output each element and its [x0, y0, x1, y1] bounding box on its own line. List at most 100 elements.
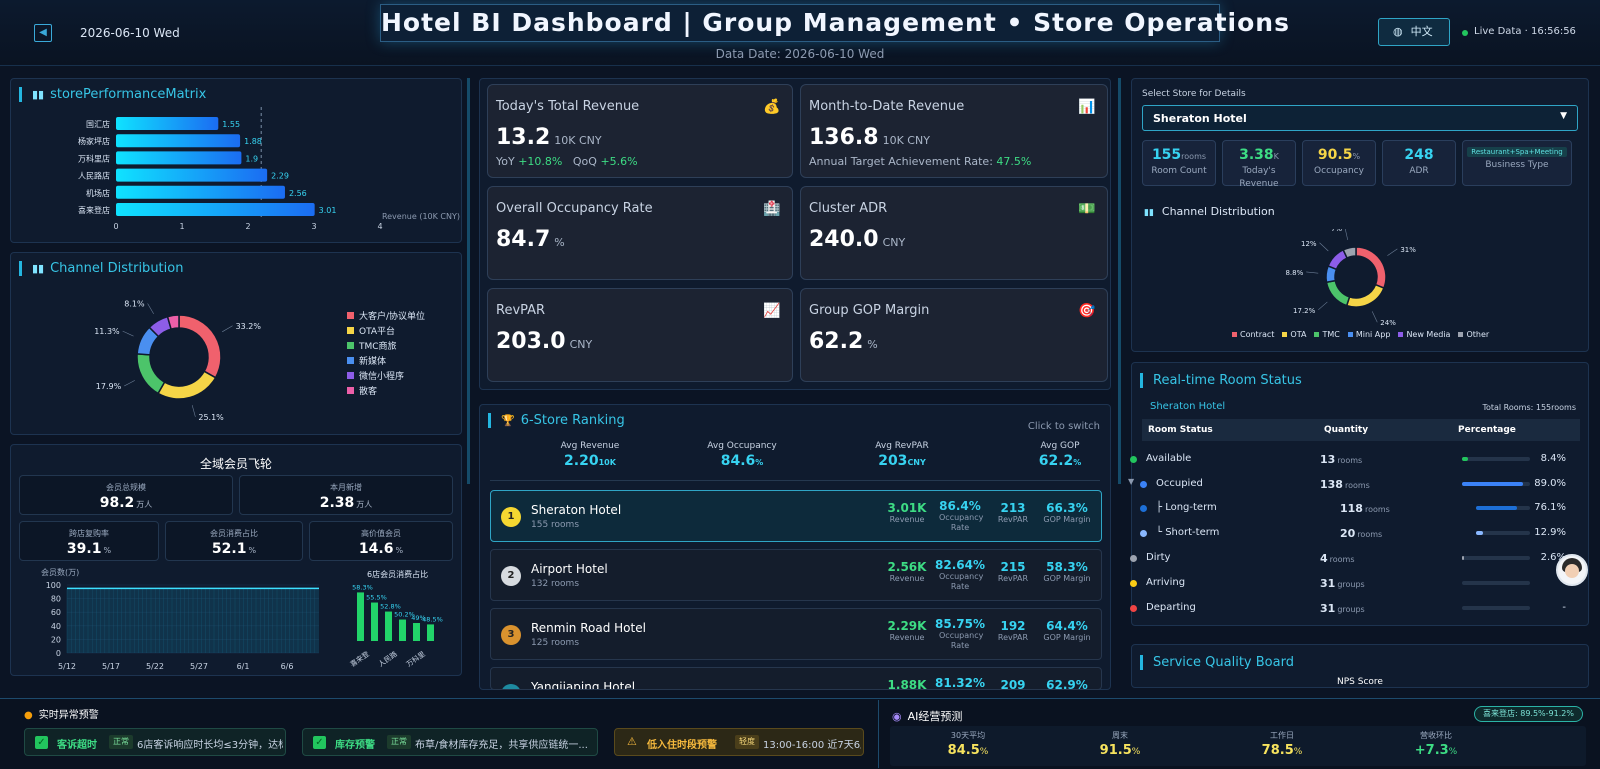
room-status-pct: 76.1% — [1534, 502, 1566, 513]
metric-label: Occupancy Rate — [939, 513, 984, 532]
target-icon: 🎯 — [1078, 303, 1096, 319]
live-dot-icon — [1462, 30, 1468, 36]
average-unit: % — [1073, 458, 1082, 467]
ai-value: 78.5 — [1261, 743, 1294, 758]
store-row[interactable]: 3 Renmin Road Hotel 125 rooms 2.29K Reven… — [490, 608, 1102, 660]
legend-label: TMC商旅 — [359, 342, 397, 352]
x-tick-label: 5/22 — [146, 662, 164, 671]
pie-slice — [136, 353, 166, 395]
alert-item[interactable]: ✓ 客诉超时 正常 6店客诉响应时长均≤3分钟，达标 — [24, 728, 286, 756]
slice-label: 31% — [1400, 246, 1416, 254]
business-label: Business Type — [1485, 160, 1549, 170]
legend-item[interactable]: TMC商旅 — [347, 339, 425, 354]
legend-item[interactable]: 散客 — [347, 384, 425, 399]
store-gop-value: 64.4% — [1046, 619, 1088, 633]
label-leader — [1306, 271, 1319, 274]
room-status-qty: 31 groups — [1320, 577, 1365, 590]
label-leader — [1371, 311, 1378, 323]
value-label: 2.56 — [289, 189, 307, 198]
room-status-unit: rooms — [1329, 555, 1355, 564]
legend-item[interactable]: New Media — [1398, 330, 1450, 339]
legend-item[interactable]: Contract — [1232, 330, 1274, 339]
kpi-label: Month-to-Date Revenue — [809, 99, 965, 114]
ranking-separator — [490, 480, 1100, 481]
money-icon: 💵 — [1078, 201, 1096, 217]
kpi-sub-label: YoY — [496, 155, 519, 168]
room-status-qty-value: 20 — [1340, 527, 1356, 540]
alert-item[interactable]: ✓ 库存预警 正常 布草/食材库存充足，共享供应链统一... — [302, 728, 598, 756]
member-card-repurchase: 跨店复购率 39.1% — [19, 521, 159, 561]
room-status-qty: 31 groups — [1320, 602, 1365, 615]
legend-item[interactable]: Other — [1458, 330, 1489, 339]
room-status-title: Real-time Room Status — [1153, 373, 1302, 388]
legend-item[interactable]: OTA平台 — [347, 324, 425, 339]
store-revenue: 2.29K Revenue — [885, 619, 929, 643]
legend-item[interactable]: 微信小程序 — [347, 369, 425, 384]
room-status-bar — [1462, 556, 1530, 560]
store-row[interactable]: 1 Sheraton Hotel 155 rooms 3.01K Revenue … — [490, 490, 1102, 542]
room-status-row: Dirty 4 rooms 2.6% — [1128, 548, 1572, 570]
nps-label: NPS Score — [1337, 677, 1383, 687]
room-status-label: Dirty — [1146, 552, 1171, 563]
ranking-hint[interactable]: Click to switch — [1027, 421, 1100, 432]
legend-item[interactable]: Mini App — [1347, 330, 1390, 339]
pie-slice — [1355, 246, 1387, 290]
legend-label: 散客 — [359, 387, 378, 397]
member-card-value: 39.1 — [66, 541, 102, 557]
room-status-label: Occupied — [1156, 478, 1203, 489]
page-title: Hotel BI Dashboard | Group Management • … — [380, 4, 1289, 42]
kpi-value: 62.2% — [809, 329, 878, 354]
trophy-icon: 🏆 — [501, 414, 515, 427]
collapse-caret-icon[interactable]: ▼ — [1128, 477, 1135, 486]
x-tick-label: 4 — [377, 222, 382, 231]
member-card-unit: % — [103, 546, 112, 555]
status-dot-icon — [1130, 456, 1137, 463]
back-button[interactable]: ◀ — [34, 24, 52, 42]
legend-swatch-icon — [1347, 332, 1353, 337]
store-occupancy: 85.75% Occupancy Rate — [931, 617, 989, 651]
kpi-sub-value: 47.5% — [996, 155, 1032, 168]
warning-icon: ⚠ — [627, 735, 637, 748]
x-tick-label: 0 — [113, 222, 118, 231]
alert-tag: 正常 — [387, 735, 411, 749]
legend-item[interactable]: 大客户/协议单位 — [347, 309, 425, 324]
member-card-high-value: 高价值会员 14.6% — [309, 521, 453, 561]
legend-item[interactable]: 新媒体 — [347, 354, 425, 369]
y-tick-label: 0 — [56, 649, 61, 658]
kpi-label: Group GOP Margin — [809, 303, 930, 318]
store-rooms: 155 rooms — [531, 520, 580, 530]
alert-item[interactable]: ⚠ 低入住时段预警 轻度 13:00-16:00 近7天6店 — [614, 728, 864, 756]
kpi-value-number: 240.0 — [809, 227, 879, 252]
member-bar-title: 6店会员消费占比 — [367, 570, 429, 579]
category-label: 万科里 — [404, 649, 426, 668]
room-status-qty-value: 138 — [1320, 478, 1343, 491]
legend-item[interactable]: OTA — [1282, 330, 1306, 339]
header-status: Room Status — [1148, 425, 1213, 435]
store-stat-number: 3.38 — [1239, 147, 1274, 163]
store-select[interactable]: Sheraton Hotel ▼ — [1142, 105, 1578, 131]
language-button[interactable]: ◍ 中文 — [1378, 18, 1450, 46]
store-stat-number: 155 — [1151, 147, 1182, 163]
room-status-label: Available — [1146, 453, 1192, 464]
value-label: 48.5% — [422, 615, 443, 623]
panel-title: ▮▮ storePerformanceMatrix — [19, 87, 206, 102]
label-leader — [1387, 248, 1398, 256]
ai-unit: % — [1131, 747, 1141, 757]
slice-label: 24% — [1380, 319, 1396, 325]
store-row[interactable]: 2 Airport Hotel 132 rooms 2.56K Revenue 8… — [490, 549, 1102, 601]
store-row[interactable]: 4 Yangjiaping Hotel 1.88KRevenue 81.32%O… — [490, 667, 1102, 690]
header: ◀ 2026-06-10 Wed Hotel BI Dashboard | Gr… — [0, 0, 1600, 66]
kpi-unit: 10K CNY — [882, 134, 930, 147]
room-status-row: Available 13 rooms 8.4% — [1128, 449, 1572, 471]
bar-mark — [399, 619, 406, 641]
ai-icon: ◉ — [892, 710, 902, 723]
slice-label: 17.9% — [96, 382, 122, 391]
store-stat-label: Room Count — [1151, 166, 1207, 176]
room-status-unit: rooms — [1357, 530, 1383, 539]
member-card-new: 本月新增 2.38 万人 — [239, 475, 453, 515]
assistant-avatar[interactable] — [1556, 554, 1588, 586]
ai-title-text: AI经营预测 — [907, 710, 963, 723]
value-label: 52.8% — [380, 603, 401, 611]
rank-badge: 1 — [501, 507, 521, 527]
legend-item[interactable]: TMC — [1314, 330, 1340, 339]
